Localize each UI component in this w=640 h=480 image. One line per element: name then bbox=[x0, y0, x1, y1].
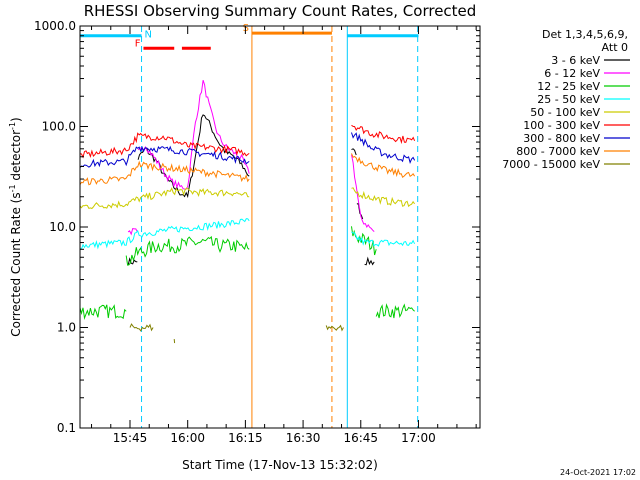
series-line bbox=[364, 256, 375, 266]
legend-entry-label: 7000 - 15000 keV bbox=[502, 158, 600, 171]
state-label-f: F bbox=[135, 38, 141, 49]
series-line bbox=[325, 324, 344, 332]
legend-entry-label: 50 - 100 keV bbox=[530, 106, 600, 119]
series-7000-15000-kev bbox=[129, 323, 344, 344]
x-tick-label: 16:00 bbox=[170, 431, 205, 445]
x-tick-label: 15:45 bbox=[113, 431, 148, 445]
data-series bbox=[79, 80, 416, 344]
series-300-800-kev bbox=[79, 132, 416, 168]
x-tick-label: 16:30 bbox=[286, 431, 321, 445]
y-tick-label: 0.1 bbox=[57, 421, 76, 435]
series-line bbox=[79, 187, 250, 210]
vertical-markers bbox=[141, 26, 419, 428]
x-tick-label: 16:15 bbox=[228, 431, 263, 445]
legend-entry-label: 12 - 25 keV bbox=[537, 80, 600, 93]
state-label-n: N bbox=[145, 30, 152, 41]
y-tick-label: 10.0 bbox=[49, 220, 76, 234]
series-3-6-kev bbox=[127, 114, 375, 266]
legend-entry-label: 800 - 7000 keV bbox=[516, 145, 600, 158]
x-tick-label: 16:45 bbox=[343, 431, 378, 445]
legend-entry-label: 300 - 800 keV bbox=[523, 132, 600, 145]
series-line bbox=[79, 218, 250, 250]
plot-frame bbox=[79, 25, 481, 429]
series-line bbox=[125, 235, 250, 266]
series-line bbox=[127, 228, 138, 236]
state-bars: NFS bbox=[80, 23, 419, 50]
x-tick-label: 17:00 bbox=[401, 431, 436, 445]
footer-date: 24-Oct-2021 17:02 bbox=[560, 468, 636, 477]
series-line bbox=[351, 153, 416, 178]
y-tick-label: 100.0 bbox=[42, 120, 76, 134]
axes: 0.1 1.0 10.0 100.0 1000.0 15:45 16:00 16:15 16:3… bbox=[34, 19, 481, 445]
series-25-50-kev bbox=[79, 218, 416, 250]
legend-header-detectors: Det 1,3,4,5,6,9, bbox=[542, 28, 628, 41]
series-800-7000-kev bbox=[79, 153, 416, 186]
series-line bbox=[375, 303, 415, 319]
y-tick-label: 1000.0 bbox=[34, 19, 76, 33]
series-line bbox=[351, 187, 416, 208]
series-line bbox=[79, 160, 250, 186]
chart-title: RHESSI Observing Summary Count Rates, Co… bbox=[84, 2, 477, 20]
legend-entry-label: 25 - 50 keV bbox=[537, 93, 600, 106]
series-line bbox=[351, 231, 416, 247]
series-line bbox=[351, 132, 416, 165]
series-line bbox=[351, 154, 375, 232]
series-line bbox=[79, 132, 250, 159]
legend-entry-label: 6 - 12 keV bbox=[544, 67, 600, 80]
series-line bbox=[356, 202, 364, 220]
series-line bbox=[351, 148, 357, 156]
legend-entry-label: 3 - 6 keV bbox=[551, 54, 600, 67]
series-line bbox=[127, 257, 138, 266]
series-line bbox=[351, 124, 416, 145]
series-6-12-kev bbox=[127, 80, 375, 236]
legend-entry-label: 100 - 300 keV bbox=[523, 119, 600, 132]
y-tick-label: 1.0 bbox=[57, 321, 76, 335]
series-50-100-kev bbox=[79, 187, 416, 210]
series-100-300-kev bbox=[79, 124, 416, 159]
series-line bbox=[129, 323, 154, 332]
series-line bbox=[79, 145, 250, 168]
legend-header-attenuator: Att 0 bbox=[602, 41, 628, 54]
x-axis-label: Start Time (17-Nov-13 15:32:02) bbox=[182, 458, 378, 472]
y-axis-label: Corrected Count Rate (s-1 detector-1) bbox=[8, 117, 23, 336]
series-line bbox=[137, 114, 250, 199]
series-line bbox=[79, 304, 127, 320]
